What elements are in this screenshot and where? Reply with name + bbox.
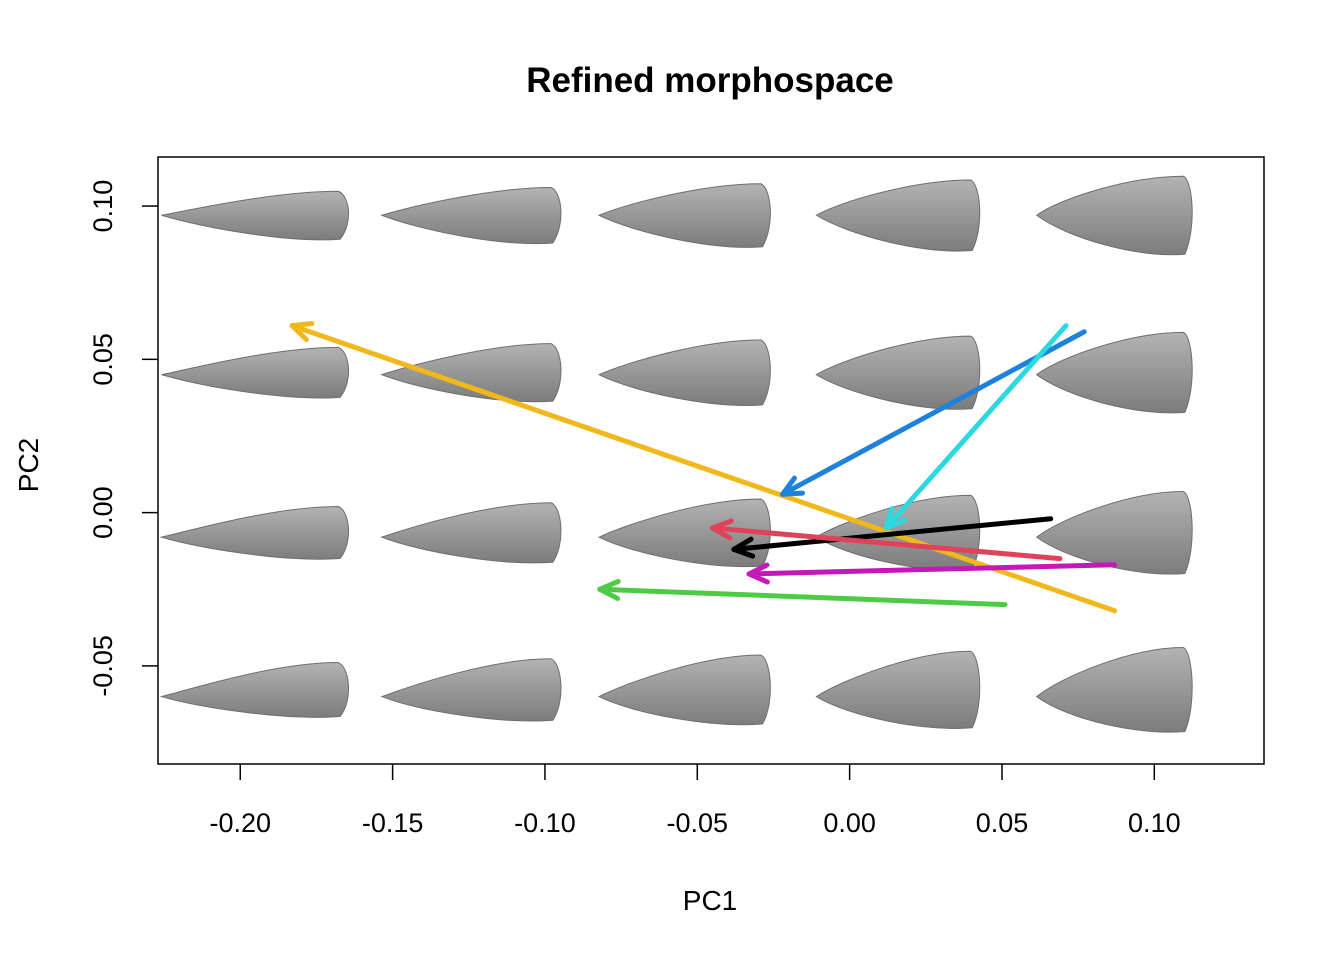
arrow-series xyxy=(289,320,1118,614)
seed-shape xyxy=(597,654,771,726)
seed-shape xyxy=(161,190,349,241)
seed-shape-grid xyxy=(159,175,1193,733)
x-axis-label: PC1 xyxy=(683,885,737,916)
arrow-yellow xyxy=(289,320,1118,614)
y-tick-label: -0.05 xyxy=(88,635,118,697)
arrow-head-yellow xyxy=(289,320,315,343)
arrow-cyan xyxy=(883,323,1069,531)
seed-shape xyxy=(1035,490,1193,575)
y-axis: -0.05 0.00 0.05 0.10 xyxy=(88,180,158,697)
arrow-head-red xyxy=(710,518,734,541)
arrow-shaft-magenta xyxy=(746,562,1118,577)
seed-shape xyxy=(1035,175,1193,256)
seed-shape xyxy=(597,183,771,248)
arrow-black xyxy=(731,516,1054,559)
seed-shape xyxy=(597,498,771,568)
arrow-head-magenta xyxy=(746,562,770,585)
x-tick-label: -0.10 xyxy=(514,808,576,838)
arrow-green xyxy=(597,578,1008,608)
arrow-shaft-green xyxy=(597,586,1008,608)
arrow-magenta xyxy=(746,562,1118,585)
arrow-shaft-black xyxy=(731,516,1054,552)
seed-shape xyxy=(159,505,350,560)
arrow-head-cyan xyxy=(883,506,908,531)
seed-shape xyxy=(380,186,562,245)
seed-shape xyxy=(380,343,562,403)
y-axis-label: PC2 xyxy=(13,438,44,492)
seed-shape xyxy=(380,502,562,564)
x-tick-label: -0.05 xyxy=(667,808,729,838)
arrow-shaft-cyan xyxy=(883,323,1069,531)
x-tick-label: -0.15 xyxy=(362,808,424,838)
x-tick-label: 0.05 xyxy=(976,808,1029,838)
plot-frame xyxy=(157,156,1265,765)
chart-title: Refined morphospace xyxy=(526,61,894,100)
seed-shape xyxy=(1035,647,1193,733)
y-tick-label: 0.05 xyxy=(88,333,118,386)
arrow-head-green xyxy=(597,578,621,601)
arrow-shaft-red xyxy=(710,525,1063,562)
x-tick-label: 0.00 xyxy=(823,808,876,838)
seed-shape xyxy=(380,658,562,722)
arrow-shaft-yellow xyxy=(289,323,1118,614)
seed-shape xyxy=(815,335,981,410)
seed-shape xyxy=(815,650,981,729)
y-tick-label: 0.10 xyxy=(88,180,118,233)
x-tick-label: -0.20 xyxy=(209,808,271,838)
seed-shape xyxy=(1035,331,1193,414)
seed-shape xyxy=(159,662,350,718)
seed-shape xyxy=(815,179,981,252)
seed-shape xyxy=(161,346,349,399)
x-axis: -0.20 -0.15 -0.10 -0.05 0.00 0.05 0.10 xyxy=(209,764,1181,838)
arrow-head-black xyxy=(731,536,756,559)
arrow-red xyxy=(710,518,1063,562)
arrow-head-blue xyxy=(780,475,806,497)
seed-shape xyxy=(597,339,771,406)
x-tick-label: 0.10 xyxy=(1128,808,1181,838)
y-tick-label: 0.00 xyxy=(88,486,118,539)
